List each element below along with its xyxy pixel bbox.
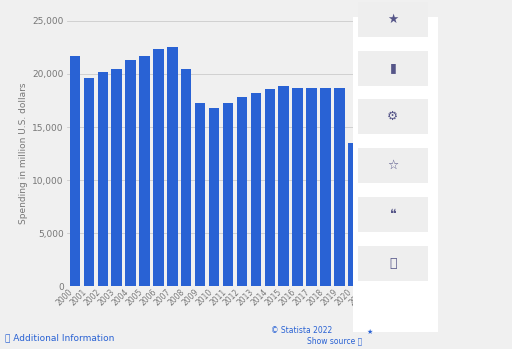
Bar <box>334 88 345 286</box>
Bar <box>237 97 247 286</box>
Bar <box>167 47 178 286</box>
Bar <box>125 60 136 286</box>
Text: ▮: ▮ <box>390 61 396 75</box>
Bar <box>292 88 303 286</box>
Text: ⎙: ⎙ <box>389 257 397 270</box>
Bar <box>390 120 400 286</box>
Bar <box>112 69 122 286</box>
Text: Show source ⓘ: Show source ⓘ <box>307 336 362 346</box>
Bar <box>223 103 233 286</box>
Bar <box>139 56 150 286</box>
Bar <box>83 78 94 286</box>
Bar <box>181 69 191 286</box>
Text: ⓘ Additional Information: ⓘ Additional Information <box>5 333 115 342</box>
Bar <box>362 130 372 286</box>
Bar <box>403 113 414 286</box>
Bar <box>70 56 80 286</box>
Text: ❝: ❝ <box>390 208 396 221</box>
Text: ☆: ☆ <box>388 159 398 172</box>
Bar <box>376 120 387 286</box>
Bar <box>348 143 358 286</box>
Bar <box>320 88 331 286</box>
Bar <box>279 86 289 286</box>
Bar <box>97 72 108 286</box>
Bar <box>250 93 261 286</box>
Text: ★: ★ <box>388 13 398 26</box>
Text: ★: ★ <box>366 329 372 335</box>
Text: © Statista 2022: © Statista 2022 <box>271 326 333 335</box>
Bar <box>195 103 205 286</box>
Y-axis label: Spending in million U.S. dollars: Spending in million U.S. dollars <box>19 83 28 224</box>
Text: ⚙: ⚙ <box>388 110 398 124</box>
Bar <box>209 108 219 286</box>
Bar <box>153 49 164 286</box>
Bar <box>265 89 275 286</box>
Bar <box>306 88 317 286</box>
